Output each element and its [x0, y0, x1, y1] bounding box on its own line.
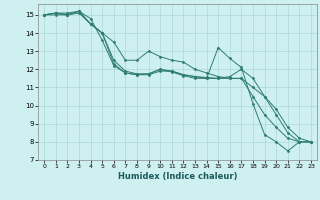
X-axis label: Humidex (Indice chaleur): Humidex (Indice chaleur) — [118, 172, 237, 181]
